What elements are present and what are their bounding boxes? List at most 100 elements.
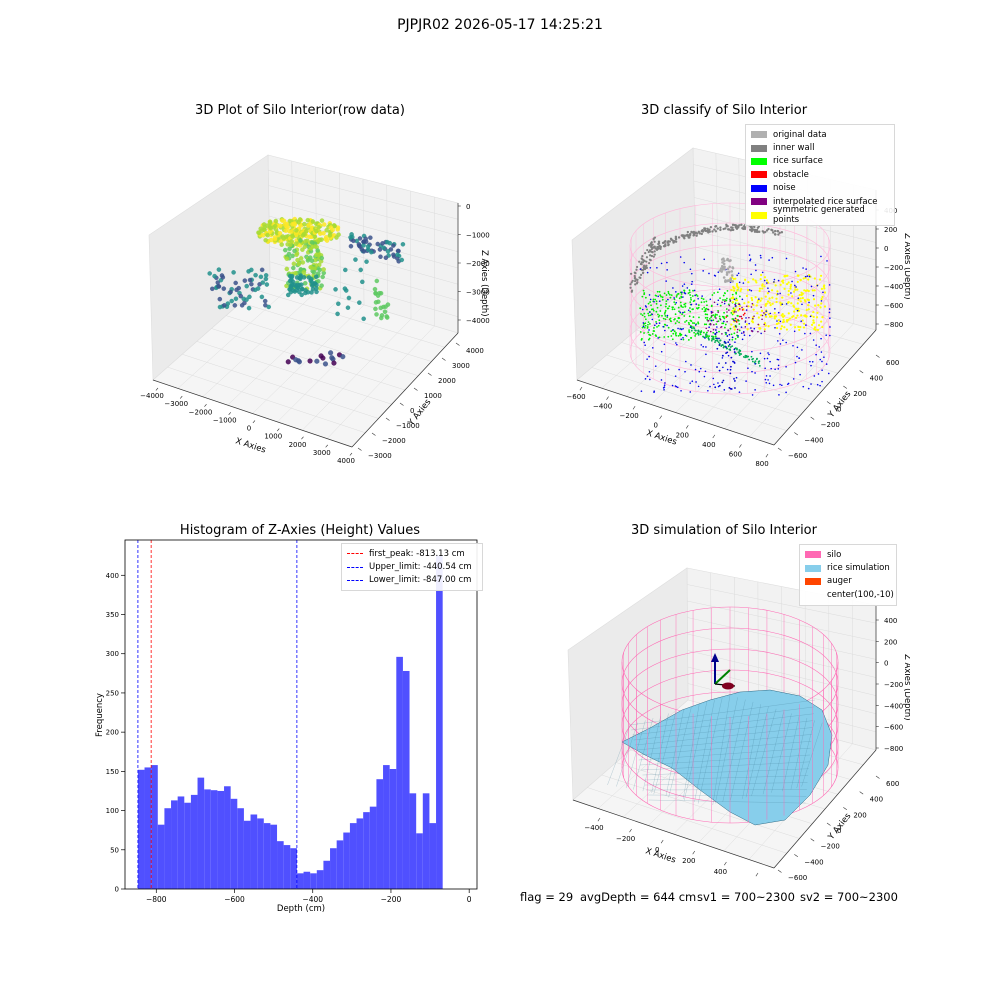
classified-point	[723, 320, 725, 323]
classified-point	[735, 282, 739, 286]
classified-point	[735, 225, 738, 228]
classified-point	[663, 312, 666, 315]
classified-point	[675, 342, 677, 344]
data-point	[308, 276, 314, 282]
classified-point	[745, 317, 747, 319]
classified-point	[687, 309, 690, 312]
classified-point	[668, 293, 671, 296]
classified-point	[799, 373, 801, 376]
classified-point	[787, 281, 790, 284]
y-axis-line	[773, 749, 877, 869]
classified-point	[731, 300, 735, 304]
classified-point	[714, 341, 716, 344]
classified-point	[653, 330, 656, 332]
grid-line	[749, 323, 854, 438]
classified-point	[796, 314, 799, 317]
classified-point	[790, 292, 792, 294]
data-point	[322, 361, 329, 367]
y-tick-label: 100	[106, 807, 119, 815]
classified-point	[817, 324, 821, 327]
classified-point	[655, 294, 658, 297]
classified-point	[792, 315, 795, 318]
legend-label: symmetric generated points	[773, 205, 865, 226]
classified-point	[664, 315, 667, 317]
classified-point	[822, 291, 824, 294]
data-point	[299, 292, 304, 298]
data-point	[285, 359, 291, 365]
data-point	[303, 228, 309, 234]
classified-point	[641, 295, 644, 298]
classified-point	[726, 311, 728, 313]
classified-point	[663, 292, 666, 295]
panel4-title: 3D simulation of Silo Interior	[631, 523, 817, 538]
classified-point	[675, 295, 678, 298]
classified-point	[689, 326, 692, 329]
classified-point	[641, 326, 644, 329]
data-point	[260, 280, 266, 285]
x-tick-mark	[276, 428, 280, 432]
classified-point	[647, 250, 650, 254]
legend-label: Lower_limit: -847.00 cm	[369, 575, 472, 586]
classified-point	[810, 364, 812, 367]
classified-point	[703, 306, 706, 309]
classified-point	[721, 267, 725, 271]
classified-point	[827, 372, 830, 375]
classified-point	[664, 318, 667, 321]
histogram-bar	[164, 808, 172, 889]
classified-point	[711, 230, 714, 233]
classified-point	[652, 255, 655, 258]
classified-point	[629, 272, 633, 275]
classified-point	[695, 293, 698, 296]
data-point	[383, 255, 389, 260]
classified-point	[798, 328, 801, 332]
classified-point	[710, 315, 713, 317]
classified-point	[649, 378, 651, 381]
classified-point	[727, 329, 729, 332]
data-point	[330, 227, 335, 233]
classified-point	[746, 355, 749, 358]
footer-avg-depth: avgDepth = 644 cm	[580, 890, 697, 904]
classified-point	[728, 304, 731, 307]
classified-point	[721, 333, 723, 335]
y-tick-mark	[455, 342, 460, 346]
data-point	[210, 286, 215, 292]
classified-point	[734, 317, 737, 320]
classified-point	[724, 227, 727, 230]
classified-point	[655, 302, 658, 305]
classified-point	[752, 308, 755, 311]
classified-point	[743, 226, 747, 229]
classified-point	[734, 303, 736, 306]
classified-point	[649, 334, 652, 337]
classified-point	[714, 275, 717, 277]
classified-point	[704, 370, 707, 373]
surface-mesh-line	[607, 724, 631, 786]
classified-point	[737, 335, 739, 337]
classified-point	[670, 335, 673, 337]
classified-point	[740, 332, 743, 334]
classified-point	[674, 375, 677, 377]
classified-point	[669, 296, 672, 299]
legend-entry: first_peak: -813.13 cm	[347, 547, 477, 560]
classified-point	[673, 330, 676, 333]
data-point	[373, 300, 379, 305]
classified-point	[727, 341, 730, 344]
data-point	[217, 296, 223, 302]
classified-point	[702, 331, 705, 334]
classified-point	[748, 316, 750, 319]
classified-point	[756, 312, 759, 315]
data-point	[381, 245, 387, 251]
classified-point	[684, 302, 687, 305]
classified-point	[709, 385, 711, 388]
classified-point	[811, 360, 814, 363]
classified-point	[798, 357, 800, 359]
legend-swatch	[751, 184, 767, 192]
classified-point	[679, 328, 681, 330]
grid-line	[694, 213, 877, 261]
classified-point	[681, 285, 684, 287]
classified-point	[688, 331, 691, 333]
classified-point	[719, 339, 722, 342]
classified-point	[725, 271, 729, 274]
classified-point	[748, 334, 751, 337]
classified-point	[717, 271, 720, 273]
classified-point	[812, 321, 815, 324]
